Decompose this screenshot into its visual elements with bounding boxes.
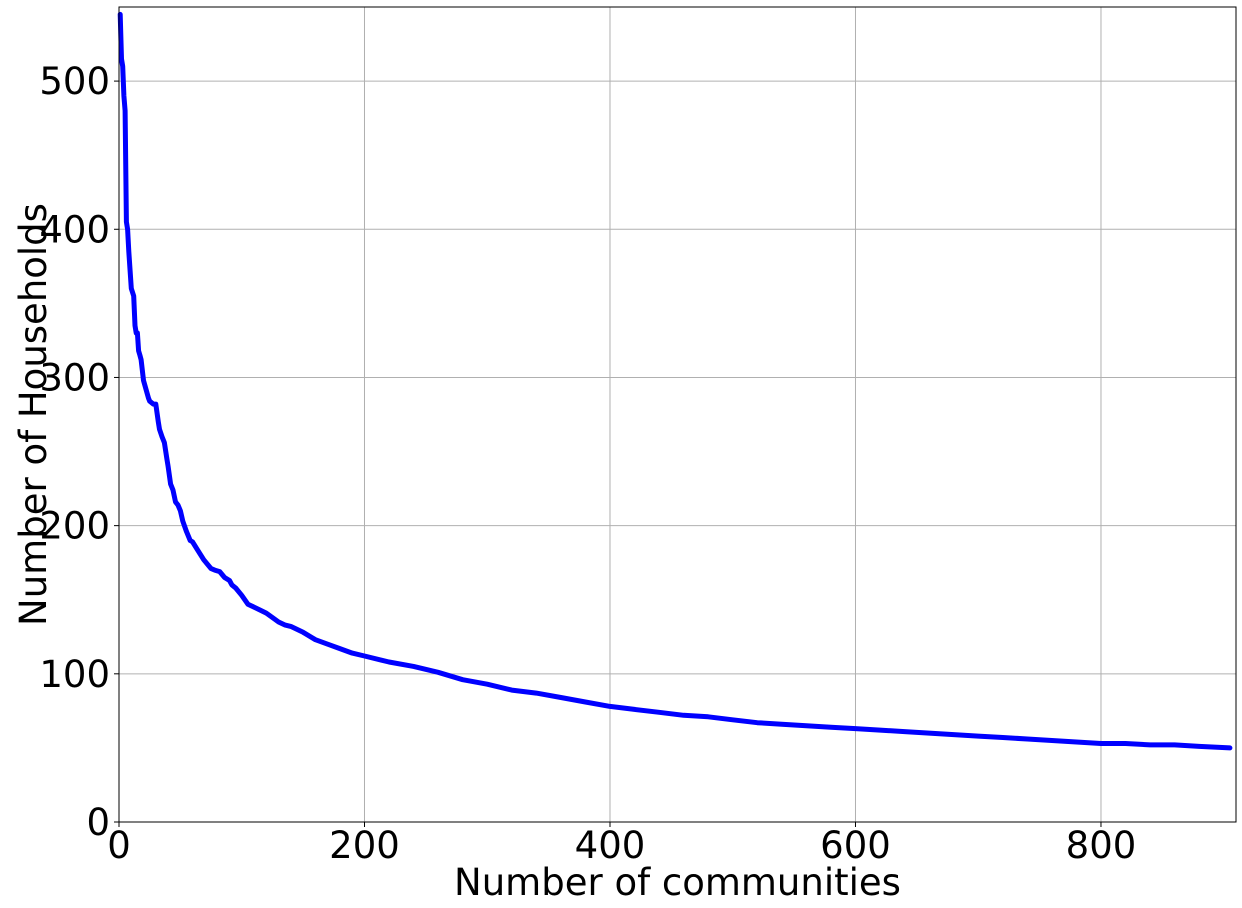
x-tick-label: 200 xyxy=(329,824,400,867)
x-tick-label: 400 xyxy=(575,824,646,867)
y-axis-label: Number of Households xyxy=(12,203,55,626)
y-tick-label: 400 xyxy=(39,208,110,251)
series-layer xyxy=(117,11,1233,751)
grid xyxy=(118,7,1236,823)
y-tick-label: 100 xyxy=(39,653,110,696)
y-tick-label: 300 xyxy=(39,356,110,399)
x-tick-label: 800 xyxy=(1066,824,1137,867)
x-tick-label: 0 xyxy=(107,824,131,867)
x-axis-label: Number of communities xyxy=(454,861,901,904)
y-tick-label: 500 xyxy=(39,60,110,103)
tick-labels: 0 200 400 600 800 0 100 200 300 400 500 xyxy=(39,60,1136,867)
y-tick-label: 0 xyxy=(86,801,110,844)
x-tick-label: 600 xyxy=(820,824,891,867)
series-line xyxy=(117,11,1233,751)
y-tick-label: 200 xyxy=(39,505,110,548)
plot-frame xyxy=(118,6,1237,823)
